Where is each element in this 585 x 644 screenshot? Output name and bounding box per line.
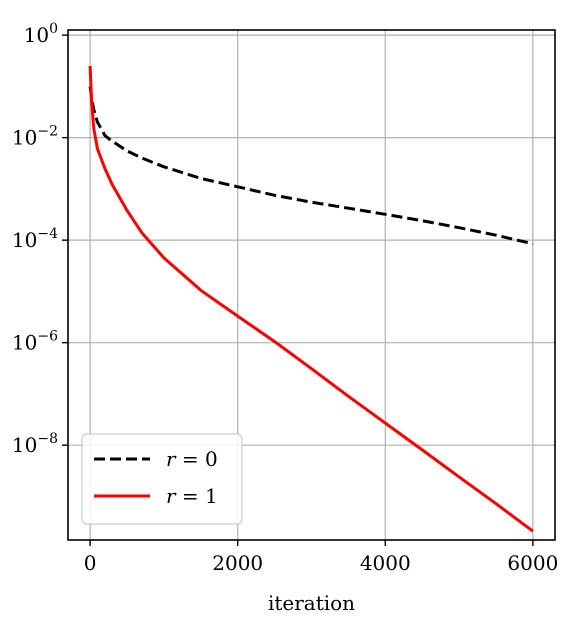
y-tick-label: 10−2 — [12, 124, 58, 150]
x-tick-label: 0 — [84, 551, 97, 575]
legend-rest: = 0 — [176, 447, 218, 471]
x-tick-label: 6000 — [507, 551, 558, 575]
x-tick-label: 2000 — [212, 551, 263, 575]
y-tick-exponent: −8 — [37, 431, 58, 447]
legend-label-r1: r = 1 — [166, 484, 218, 508]
y-tick-base: 10 — [12, 433, 37, 457]
y-tick-label: 10−4 — [12, 226, 58, 252]
y-tick-exponent: −6 — [37, 329, 58, 345]
y-tick-base: 10 — [12, 126, 37, 150]
y-tick-label: 10−6 — [12, 329, 58, 355]
y-tick-exponent: −4 — [37, 226, 58, 242]
y-tick-exponent: 0 — [49, 21, 58, 37]
y-tick-exponent: −2 — [37, 124, 58, 140]
y-tick-base: 10 — [12, 331, 37, 355]
series-line-r1 — [88, 65, 534, 533]
y-tick-base: 10 — [24, 23, 49, 47]
legend-box — [81, 433, 243, 525]
series-line-r0 — [88, 86, 534, 246]
legend-rest: = 1 — [176, 484, 218, 508]
x-tick-label: 4000 — [360, 551, 411, 575]
legend: r = 0r = 1 — [81, 433, 243, 525]
y-tick-label: 10−8 — [12, 431, 58, 457]
plot-frame — [67, 29, 556, 541]
legend-label-r0: r = 0 — [166, 447, 218, 471]
y-tick-base: 10 — [12, 228, 37, 252]
legend-var: r — [166, 484, 177, 508]
y-tick-label: 100 — [24, 21, 58, 47]
series-layer — [88, 65, 534, 533]
legend-var: r — [166, 447, 177, 471]
x-axis-label: iteration — [268, 591, 355, 615]
